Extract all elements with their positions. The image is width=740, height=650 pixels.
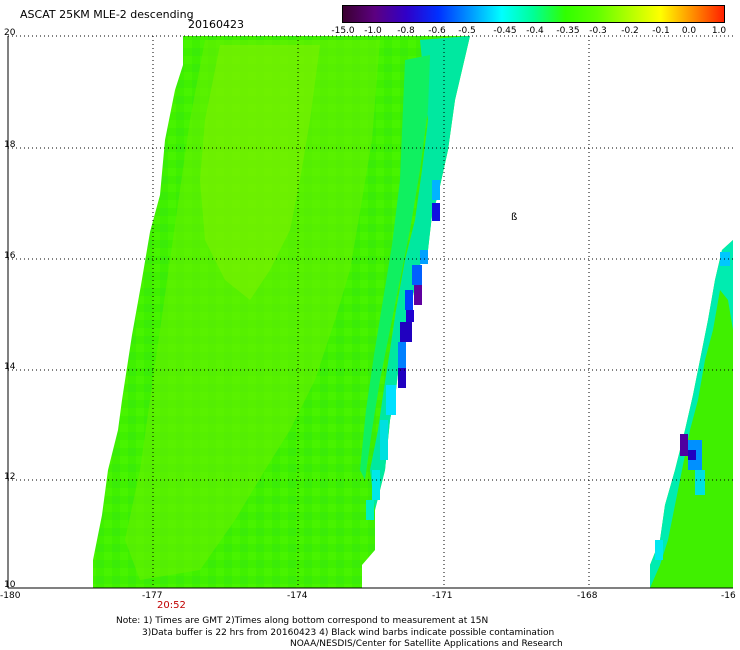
color-scale-gradient bbox=[343, 6, 724, 22]
swath-pixel bbox=[420, 250, 428, 264]
color-scale-swatches bbox=[343, 6, 724, 22]
swath-pixel bbox=[432, 180, 440, 200]
lat-label: 18 bbox=[4, 140, 16, 150]
swath-pixel bbox=[386, 385, 396, 415]
swath-pixel bbox=[366, 500, 374, 520]
wind-barb-symbol: ß bbox=[511, 212, 518, 223]
swath-left bbox=[93, 36, 470, 588]
scale-label: -0.45 bbox=[493, 26, 517, 36]
color-scale-bar bbox=[342, 5, 725, 23]
lon-label: -174 bbox=[287, 591, 308, 601]
swath-core-yellow-green bbox=[125, 40, 380, 580]
swath-pixel bbox=[680, 434, 688, 456]
lon-label: -168 bbox=[577, 591, 598, 601]
lat-label: 16 bbox=[4, 251, 16, 261]
scale-label: -0.1 bbox=[652, 26, 670, 36]
swath-pixel bbox=[405, 290, 413, 310]
lat-label: 12 bbox=[4, 472, 16, 482]
scale-label: -0.2 bbox=[621, 26, 639, 36]
scale-label: -15.0 bbox=[331, 26, 355, 36]
scale-label: 0.0 bbox=[681, 26, 697, 36]
swath-pixel bbox=[398, 342, 406, 368]
swath-edge-teal-inner bbox=[360, 55, 430, 480]
scale-label: -0.3 bbox=[589, 26, 607, 36]
lat-lon-grid bbox=[8, 35, 733, 588]
scale-label: -0.35 bbox=[556, 26, 580, 36]
swath-pixel bbox=[380, 420, 388, 460]
color-scale-labels: -15.0 -1.0 -0.8 -0.6 -0.5 -0.45 -0.4 -0.… bbox=[0, 26, 740, 40]
swath-pixel bbox=[695, 470, 705, 495]
footer-credit: NOAA/NESDIS/Center for Satellite Applica… bbox=[290, 639, 563, 649]
swath-pixel bbox=[688, 450, 696, 460]
swath-pixel bbox=[655, 540, 663, 560]
footer-note-line-1: Note: 1) Times are GMT 2)Times along bot… bbox=[116, 616, 489, 626]
lon-label: -180 bbox=[0, 591, 21, 601]
product-date: 20160423 bbox=[188, 18, 244, 31]
swath-pixel bbox=[414, 285, 422, 305]
swath-pixel bbox=[432, 203, 440, 221]
scale-label: -1.0 bbox=[364, 26, 382, 36]
swath-pixel bbox=[400, 322, 412, 342]
swath-pixel bbox=[406, 310, 414, 322]
lon-label: -177 bbox=[142, 591, 163, 601]
scale-label: 1.0 bbox=[711, 26, 727, 36]
swath-pixel bbox=[372, 470, 380, 500]
lon-label: -171 bbox=[432, 591, 453, 601]
swath-pixel bbox=[398, 368, 406, 388]
orbit-time-label: 20:52 bbox=[157, 600, 186, 611]
lat-label: 10 bbox=[4, 580, 16, 590]
lat-label: 20 bbox=[4, 28, 16, 38]
swath-pixel bbox=[412, 265, 422, 285]
product-title: ASCAT 25KM MLE-2 descending bbox=[20, 8, 194, 21]
lat-label: 14 bbox=[4, 362, 16, 372]
scale-label: -0.5 bbox=[458, 26, 476, 36]
scale-label: -0.6 bbox=[428, 26, 446, 36]
scale-label: -0.8 bbox=[397, 26, 415, 36]
footer-note-line-2: 3)Data buffer is 22 hrs from 20160423 4)… bbox=[142, 628, 555, 638]
swath-core-bright bbox=[200, 45, 320, 300]
swath-right bbox=[650, 240, 733, 588]
swath-right-edge bbox=[650, 240, 733, 588]
lon-label: -16 bbox=[721, 591, 736, 601]
scale-label: -0.4 bbox=[526, 26, 544, 36]
map-frame bbox=[7, 36, 733, 589]
